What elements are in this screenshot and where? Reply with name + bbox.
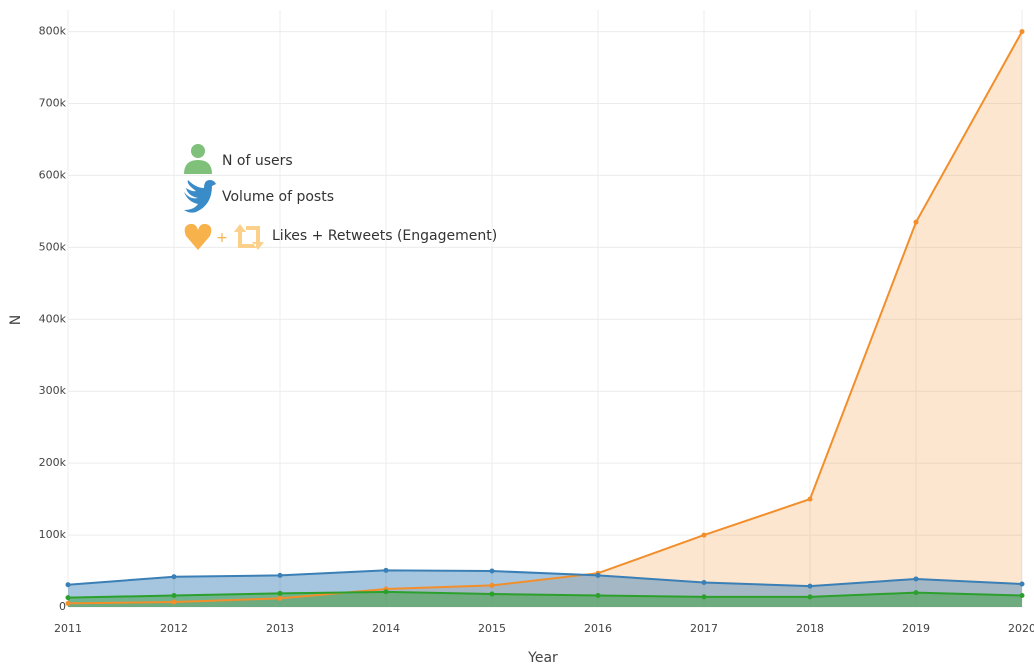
user-icon: [184, 144, 212, 174]
y-tick-label: 100k: [39, 528, 67, 541]
y-tick-label: 0: [59, 600, 66, 613]
x-tick-label: 2011: [54, 622, 82, 635]
point: [913, 590, 919, 596]
point: [807, 594, 813, 600]
y-tick-label: 700k: [39, 97, 67, 110]
point: [913, 219, 919, 225]
x-tick-label: 2016: [584, 622, 612, 635]
point: [1019, 581, 1025, 587]
point: [807, 583, 813, 589]
point: [65, 600, 71, 606]
engagement-icon: +: [184, 223, 264, 250]
point: [171, 574, 177, 580]
y-tick-label: 500k: [39, 240, 67, 253]
point: [383, 589, 389, 595]
point: [383, 567, 389, 573]
x-tick-label: 2013: [266, 622, 294, 635]
x-tick-label: 2015: [478, 622, 506, 635]
point: [913, 576, 919, 582]
x-tick-label: 2012: [160, 622, 188, 635]
point: [489, 568, 495, 574]
x-tick-label: 2017: [690, 622, 718, 635]
x-tick-label: 2014: [372, 622, 400, 635]
x-tick-label: 2019: [902, 622, 930, 635]
y-tick-label: 200k: [39, 456, 67, 469]
point: [701, 594, 707, 600]
point: [1019, 592, 1025, 598]
point: [277, 595, 283, 601]
legend: N of users Volume of posts + Likes + Ret…: [184, 144, 497, 250]
point: [171, 599, 177, 605]
legend-label: Volume of posts: [222, 189, 334, 205]
point: [277, 572, 283, 578]
point: [807, 496, 813, 502]
svg-text:+: +: [216, 230, 228, 246]
point: [595, 572, 601, 578]
legend-label: N of users: [222, 153, 293, 169]
legend-label: Likes + Retweets (Engagement): [272, 228, 497, 244]
point: [277, 590, 283, 596]
y-tick-label: 800k: [39, 25, 67, 38]
line: [67, 569, 1023, 588]
point: [1019, 29, 1025, 35]
bird-icon: [184, 180, 216, 213]
y-axis-label: N: [8, 315, 24, 325]
line: [67, 31, 1023, 605]
x-tick-label: 2018: [796, 622, 824, 635]
point: [595, 592, 601, 598]
point: [701, 580, 707, 586]
x-tick-label: 2020: [1008, 622, 1034, 635]
line: [67, 590, 1023, 599]
y-tick-label: 300k: [39, 384, 67, 397]
point: [65, 582, 71, 588]
point: [171, 592, 177, 598]
point: [701, 532, 707, 538]
point: [489, 591, 495, 597]
plot: 2011 2012 2013 2014 2015 2016 2017 2018 2019 2020…: [39, 10, 1034, 635]
point: [489, 582, 495, 588]
y-tick-label: 600k: [39, 168, 67, 181]
x-axis-label: Year: [527, 650, 558, 666]
area: [68, 31, 1022, 608]
y-tick-label: 400k: [39, 312, 67, 325]
point: [65, 595, 71, 601]
